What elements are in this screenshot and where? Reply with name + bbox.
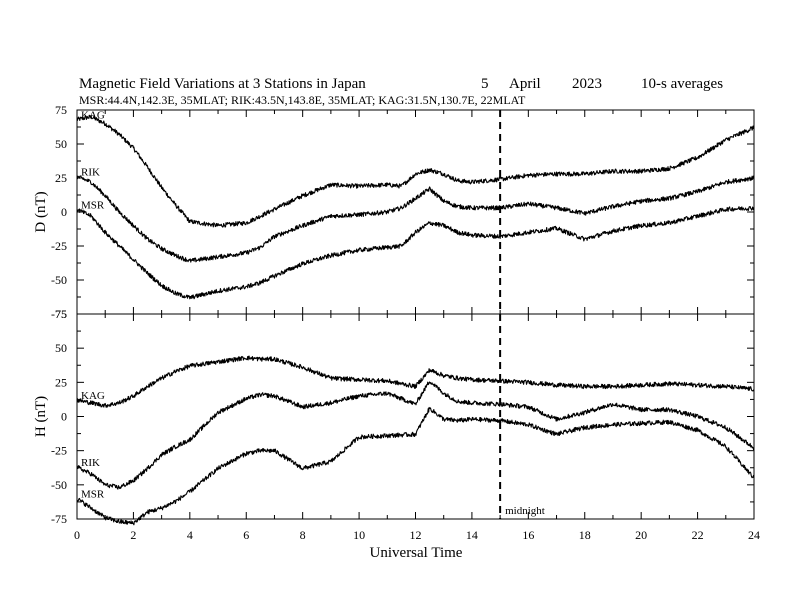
x-tick-label: 18 [579, 528, 591, 542]
series-label-kag: KAG [81, 390, 105, 402]
chart-title: Magnetic Field Variations at 3 Stations … [79, 76, 366, 92]
x-tick-label: 8 [300, 528, 306, 542]
series-msr-trace [76, 406, 755, 526]
y-axis-label: H (nT) [33, 396, 49, 437]
series-rik-trace [76, 381, 755, 490]
series-msr-trace [76, 206, 755, 300]
midnight-label: midnight [505, 505, 545, 517]
x-axis-label: Universal Time [370, 545, 463, 561]
y-axis-label: D (nT) [33, 191, 49, 232]
x-tick-label: 16 [522, 528, 534, 542]
y-tick-label: 75 [55, 103, 67, 117]
x-tick-label: 22 [692, 528, 704, 542]
series-rik-trace [76, 175, 755, 263]
x-tick-label: 0 [74, 528, 80, 542]
y-tick-label: -25 [51, 239, 67, 253]
chart-year: 2023 [572, 76, 602, 92]
y-tick-label: 50 [55, 137, 67, 151]
series-label-rik: RIK [81, 457, 100, 469]
y-tick-label: 75 [55, 307, 67, 321]
y-tick-label: 50 [55, 341, 67, 355]
y-tick-label: 25 [55, 375, 67, 389]
x-tick-label: 14 [466, 528, 478, 542]
x-tick-label: 2 [130, 528, 136, 542]
chart-day: 5 [481, 76, 489, 92]
chart-month: April [509, 76, 541, 92]
y-tick-label: 25 [55, 171, 67, 185]
y-tick-label: -25 [51, 444, 67, 458]
panels: 75 50 25 0 -25 -50 -75 D (nT) KAG RIK MSR 75 50 25 0 -2… [33, 103, 760, 542]
station-coordinates: MSR:44.4N,142.3E, 35MLAT; RIK:43.5N,143.… [79, 93, 526, 107]
series-label-msr: MSR [81, 199, 105, 211]
series-label-rik: RIK [81, 167, 100, 179]
panel-frame-1 [76, 109, 755, 315]
y-tick-label: -50 [51, 478, 67, 492]
y-tick-label: 0 [61, 205, 67, 219]
series-label-msr: MSR [81, 489, 105, 501]
y-tick-label: 0 [61, 410, 67, 424]
series-label-kag: KAG [81, 110, 105, 122]
panel-frame-2 [76, 313, 755, 520]
y-tick-label: -75 [51, 512, 67, 526]
x-tick-label: 20 [635, 528, 647, 542]
series-kag-trace [76, 355, 755, 408]
y-tick-label: -50 [51, 273, 67, 287]
x-tick-label: 24 [748, 528, 760, 542]
x-tick-label: 12 [410, 528, 422, 542]
series-kag-trace [76, 114, 755, 228]
x-tick-label: 4 [187, 528, 193, 542]
x-tick-label: 6 [243, 528, 249, 542]
chart-averaging: 10-s averages [641, 76, 723, 92]
y-tick-label: -75 [51, 307, 67, 321]
x-tick-label: 10 [353, 528, 365, 542]
